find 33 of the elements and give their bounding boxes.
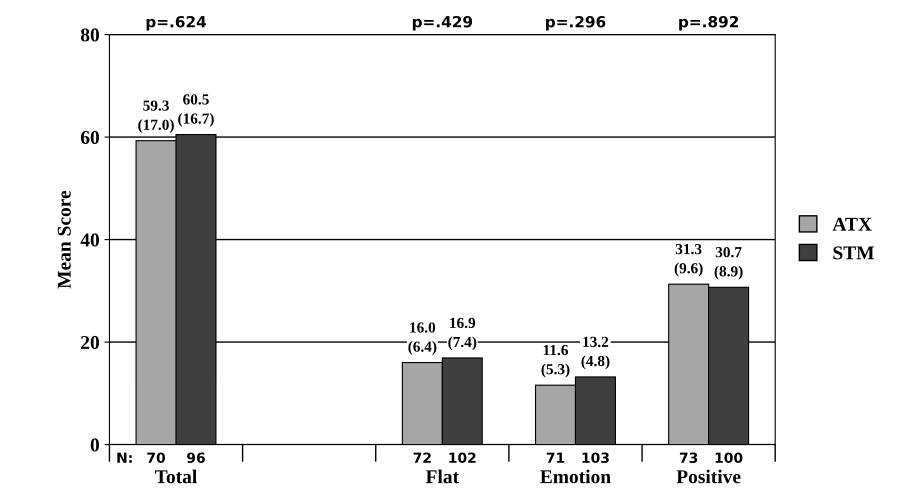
data-label: 16.0 (6.4) [408,322,436,355]
text: 70 [147,452,166,463]
text: 102 [449,452,476,463]
text: 73 [680,452,698,463]
text: 103 [582,452,609,463]
y-tick-label: 40 [80,233,99,247]
y-tick-label: 60 [80,130,99,144]
text: 71 [546,452,564,463]
legend-label: ATX [832,218,872,231]
text: p=.892 [679,16,738,30]
y-tick-label: 20 [81,336,99,350]
y-axis-title: Mean Score [58,190,71,288]
data-label: 13.2 (4.8) [581,336,610,370]
data-label: 16.9 (7.4) [448,318,476,350]
text: 100 [716,452,742,463]
y-tick-label: 80 [80,28,99,42]
data-label: 60.5 (16.7) [178,94,214,127]
data-label: 11.6 (5.3) [542,344,570,378]
x-tick-label: Total [155,470,197,484]
text: p=.624 [146,16,206,30]
text: 96 [187,452,205,463]
y-tick-label: 0 [90,438,99,452]
x-tick-label: Positive [676,470,741,484]
legend-label: STM [833,246,874,260]
data-label: 59.3 (17.0) [138,100,174,133]
text: p=.296 [546,16,606,30]
data-label: 30.7 (8.9) [714,247,743,280]
x-tick-label: Flat [426,470,459,484]
x-tick-label: Emotion [540,470,611,484]
text: p=.429 [412,16,472,30]
text: N: [117,452,132,463]
text: 72 [414,452,431,463]
data-label: 31.3 (9.6) [674,244,703,276]
